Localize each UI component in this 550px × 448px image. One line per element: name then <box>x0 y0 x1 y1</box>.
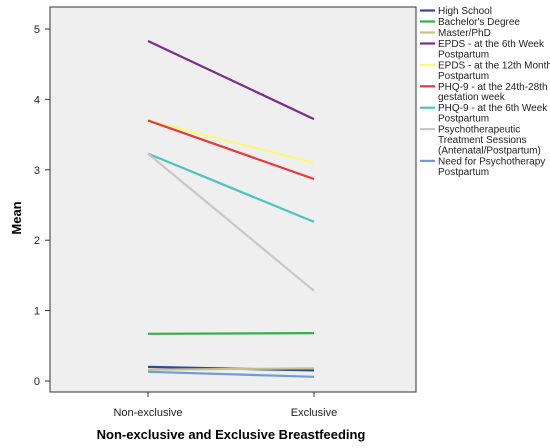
series-line-4 <box>147 40 315 121</box>
series-line-6 <box>147 119 315 181</box>
y-tick-label: 0 <box>34 376 40 388</box>
legend-label-1: High School <box>438 6 492 17</box>
y-tick-label: 3 <box>34 165 40 177</box>
y-axis-title: Mean <box>9 201 24 234</box>
legend-label-9: Need for Psychotherapy <box>438 156 545 167</box>
x-axis: Non-exclusive Exclusive <box>113 392 337 419</box>
legend-label-4: Postpartum <box>438 49 489 60</box>
legend-label-8: Psychotherapeutic <box>438 125 520 136</box>
y-axis: 0 1 2 3 4 5 <box>34 24 50 388</box>
legend-label-3: Master/PhD <box>438 28 491 39</box>
x-tick-label: Non-exclusive <box>113 407 182 419</box>
y-tick-label: 4 <box>34 94 40 106</box>
series-lines <box>147 40 315 378</box>
series-line-2 <box>147 332 315 335</box>
legend-label-8: (Antenatal/Postpartum) <box>438 145 541 156</box>
x-tick-label: Exclusive <box>291 407 337 419</box>
series-line-8 <box>147 152 315 292</box>
legend-label-4: EPDS - at the 6th Week <box>438 39 545 50</box>
legend-label-9: Postpartum <box>438 167 489 178</box>
legend-label-7: PHQ-9 - at the 6th Week <box>438 103 548 114</box>
legend-label-2: Bachelor's Degree <box>438 17 520 28</box>
legend-label-8: Treatment Sessions <box>438 135 527 146</box>
plot-area <box>49 6 417 393</box>
series-line-5 <box>147 119 315 164</box>
y-tick-label: 2 <box>34 235 40 247</box>
series-line-9 <box>147 370 315 378</box>
series-line-3 <box>147 367 315 371</box>
legend-label-5: EPDS - at the 12th Month <box>438 60 550 71</box>
x-axis-title: Non-exclusive and Exclusive Breastfeedin… <box>97 427 366 442</box>
legend-label-6: PHQ-9 - at the 24th-28th <box>438 82 548 93</box>
y-tick-label: 5 <box>34 24 40 36</box>
y-tick-label: 1 <box>34 306 40 318</box>
legend-label-5: Postpartum <box>438 71 489 82</box>
legend-label-7: Postpartum <box>438 114 489 125</box>
legend-label-6: gestation week <box>438 92 506 103</box>
series-line-7 <box>147 152 315 223</box>
